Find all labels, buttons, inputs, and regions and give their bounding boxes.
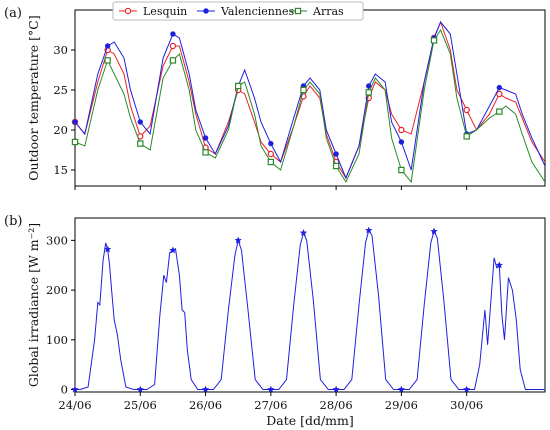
x-axis-label: Date [dd/mm]	[266, 413, 354, 428]
y-axis-label: Outdoor temperature [°C]	[26, 15, 41, 180]
marker-valenciennes	[496, 84, 503, 91]
marker-arras	[104, 57, 111, 64]
series-line-valenciennes	[75, 21, 545, 180]
legend-marker	[203, 8, 209, 14]
marker-lesquin	[169, 42, 177, 50]
legend-entry: Lesquin	[143, 5, 187, 18]
marker-lesquin	[496, 90, 503, 98]
legend: Lesquin Valenciennes Arras	[112, 1, 364, 21]
marker-valenciennes	[170, 31, 176, 37]
marker-valenciennes	[268, 140, 274, 147]
marker-irradiance	[201, 385, 210, 393]
marker-valenciennes	[398, 139, 405, 145]
marker-lesquin	[398, 126, 405, 134]
marker-arras	[137, 140, 144, 147]
marker-irradiance	[103, 245, 112, 253]
series-line-irradiance	[75, 229, 545, 390]
marker-irradiance	[365, 226, 373, 234]
marker-irradiance	[234, 236, 242, 244]
marker-irradiance	[169, 246, 177, 254]
marker-lesquin	[463, 106, 470, 114]
y-tick-label: 25	[53, 83, 68, 97]
marker-arras	[463, 133, 470, 140]
y-tick-label: 200	[46, 283, 68, 297]
marker-irradiance	[299, 228, 308, 237]
marker-arras	[169, 57, 177, 64]
y-tick-label: 15	[53, 163, 68, 177]
marker-arras	[234, 82, 242, 90]
marker-arras	[332, 162, 340, 170]
y-tick-label: 300	[46, 233, 68, 247]
legend-marker	[124, 7, 132, 15]
marker-arras	[398, 166, 405, 174]
plot-frame	[74, 217, 546, 393]
marker-valenciennes	[104, 43, 111, 49]
marker-arras	[71, 138, 79, 146]
y-tick-label: 30	[53, 43, 68, 57]
x-tick-label: 26/06	[189, 398, 222, 412]
marker-irradiance	[71, 385, 79, 393]
legend-entry: Arras	[312, 5, 344, 18]
series-line-lesquin	[75, 20, 545, 180]
x-tick-label: 27/06	[254, 398, 287, 412]
marker-irradiance	[397, 385, 406, 393]
marker-irradiance	[430, 227, 438, 235]
panel-a-temperature: 15 20 25 30 Outdoor temperature [°C] (a) Lesqu…	[4, 1, 546, 190]
x-tick-label: 29/06	[385, 398, 418, 412]
legend-box	[112, 1, 364, 21]
marker-arras	[365, 89, 372, 96]
marker-valenciennes	[137, 119, 143, 125]
y-tick-label: 100	[46, 333, 68, 347]
marker-irradiance	[267, 385, 275, 393]
marker-valenciennes	[333, 151, 339, 157]
legend-entry: Valenciennes	[220, 5, 294, 18]
y-tick-label: 20	[53, 123, 68, 137]
panel-b-irradiance: 0 100 200 300 24/06 25/06 26/06 27/06 28/06 29/06…	[4, 214, 546, 428]
x-tick-label: 28/06	[320, 398, 353, 412]
marker-lesquin	[267, 150, 275, 158]
panel-label: (b)	[4, 214, 22, 229]
x-tick-label: 24/06	[58, 398, 91, 412]
legend-marker	[294, 7, 302, 15]
panel-label: (a)	[4, 6, 22, 21]
y-tick-label: 0	[61, 383, 68, 397]
marker-irradiance	[495, 261, 504, 269]
plot-frame	[74, 9, 546, 187]
x-tick-label: 30/06	[450, 398, 483, 412]
marker-irradiance	[462, 385, 471, 393]
marker-arras	[267, 158, 275, 166]
marker-arras	[430, 37, 438, 44]
marker-arras	[496, 108, 503, 115]
marker-irradiance	[332, 385, 340, 393]
series-line-arras	[75, 28, 545, 184]
y-axis-label: Global irradiance [W m⁻²]	[26, 223, 41, 387]
marker-irradiance	[136, 385, 145, 393]
marker-valenciennes	[202, 135, 209, 141]
marker-valenciennes	[72, 119, 78, 125]
marker-arras	[300, 86, 307, 94]
marker-arras	[202, 149, 209, 156]
x-tick-label: 25/06	[124, 398, 157, 412]
